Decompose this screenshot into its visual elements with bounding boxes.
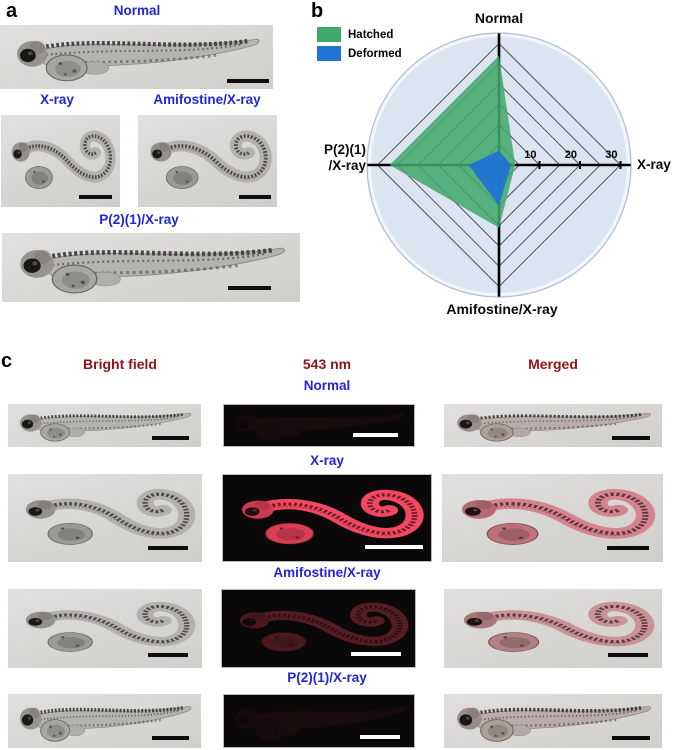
radar-chart: 10 20 30	[366, 32, 632, 298]
scale-bar	[365, 545, 423, 549]
scale-bar	[79, 195, 112, 199]
normal-embryo-image	[5, 235, 297, 300]
row-label-xray: X-ray	[310, 453, 344, 468]
panel-b-label: b	[311, 0, 324, 22]
row-label-p21: P(2)(1)/X-ray	[287, 670, 367, 685]
legend-item-deformed: Deformed	[317, 46, 402, 61]
photo-c-p21-fluorescence	[223, 694, 415, 748]
photo-c-normal-merged	[444, 404, 662, 447]
radar-series	[389, 55, 516, 228]
fluorescence-embryo-image	[226, 406, 412, 445]
scale-bar	[612, 736, 650, 740]
photo-c-p21-merged	[444, 694, 662, 748]
photo-c-p21-brightfield	[8, 694, 201, 748]
panel-a-title-normal: Normal	[113, 3, 161, 18]
curled-embryo-image	[2, 118, 119, 204]
photo-a-amifostine	[138, 115, 277, 207]
panel-a-title-xray: X-ray	[40, 92, 74, 107]
photo-c-normal-fluorescence	[223, 404, 415, 447]
photo-a-xray	[1, 115, 120, 207]
panel-a-title-p21: P(2)(1)/X-ray	[99, 212, 179, 227]
scale-bar	[612, 436, 650, 440]
panel-c-label: c	[1, 350, 13, 372]
scale-bar	[608, 653, 648, 657]
scale-bar	[360, 735, 400, 739]
axis-label-xray: X-ray	[637, 157, 671, 172]
scale-bar	[228, 286, 271, 290]
column-header-brightfield: Bright field	[83, 356, 157, 372]
photo-c-amifostine-merged	[444, 589, 662, 668]
legend-label-deformed: Deformed	[348, 47, 402, 60]
column-header-543nm: 543 nm	[302, 356, 352, 372]
axis-label-p21: P(2)(1) /X-ray	[323, 142, 366, 174]
column-header-merged: Merged	[528, 356, 578, 372]
scale-bar	[148, 653, 188, 657]
photo-a-p21	[2, 233, 300, 302]
scale-bar	[227, 79, 269, 83]
photo-c-xray-fluorescence	[222, 474, 432, 562]
axis-label-normal: Normal	[474, 10, 524, 26]
row-label-amifostine: Amifostine/X-ray	[273, 565, 381, 580]
svg-text:30: 30	[605, 149, 617, 161]
scale-bar	[353, 433, 398, 437]
scale-bar	[239, 195, 271, 199]
photo-a-normal	[0, 25, 273, 89]
scale-bar	[148, 546, 188, 550]
svg-text:20: 20	[565, 149, 577, 161]
scale-bar	[351, 652, 401, 656]
axis-label-amifostine: Amifostine/X-ray	[446, 301, 558, 317]
photo-c-xray-brightfield	[8, 474, 202, 562]
scale-bar	[152, 436, 189, 440]
legend-label-hatched: Hatched	[348, 28, 394, 41]
photo-c-amifostine-fluorescence	[221, 589, 416, 668]
scale-bar	[607, 546, 649, 550]
scale-bar	[152, 736, 189, 740]
photo-c-amifostine-brightfield	[8, 589, 202, 668]
panel-a-label: a	[6, 0, 18, 22]
hatched-swatch	[317, 27, 341, 42]
radar-ticks: 10 20 30	[524, 149, 622, 169]
photo-c-normal-brightfield	[8, 404, 201, 447]
photo-c-xray-merged	[442, 474, 663, 562]
panel-a-title-amifostine: Amifostine/X-ray	[153, 92, 261, 107]
svg-text:10: 10	[524, 149, 536, 161]
deformed-swatch	[317, 46, 341, 61]
legend-item-hatched: Hatched	[317, 27, 393, 42]
curled-embryo-image	[139, 118, 275, 204]
row-label-normal: Normal	[303, 378, 351, 393]
